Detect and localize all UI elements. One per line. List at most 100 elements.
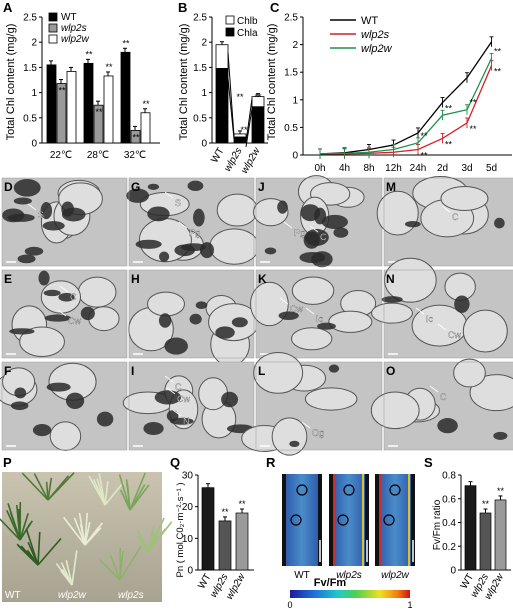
panel-c-x-axis: 0h 4h 8h 12h 24h 2d 3d 5d [314,163,497,174]
panel-a-y-axis: 0 0.5 1 1.5 2 2.5 [23,13,42,150]
photo-label-wlp2s: wlp2s [118,590,144,601]
legend-label: Chla [237,28,258,39]
panel-s-ylabel: Fv/Fm ratio [432,499,443,550]
chloroplast [166,410,179,422]
panel-q-y-axis: 0 10 20 30 [182,471,198,577]
cell-vacuole [19,326,65,357]
measurement-roi [296,484,308,496]
image-label: wlp2w [381,570,410,581]
panel-r: R WT wlp2s wlp2w Fv/Fm 0 1 [266,455,415,610]
legend-swatch [225,27,235,37]
legend-label: wlp2w [61,34,90,45]
bar [464,485,477,571]
legend-label: WT [61,12,77,23]
chloroplast [43,289,61,297]
leaf-blade [65,560,73,586]
micrograph-annotation: Pg [189,228,200,238]
image-label: wlp2s [336,570,362,581]
bar-chla [233,136,247,144]
leaf-blade [37,532,41,566]
chloroplast [333,227,349,238]
micrograph-e: E C Cw [1,269,128,359]
leaf-blade [84,526,100,546]
bar [140,112,151,144]
bar-chla [251,106,265,144]
chloroplast [42,221,65,231]
micrograph-border [383,177,513,267]
y-tick-label: 1.5 [284,68,298,79]
annotation-arrow [437,323,447,331]
panel-label-q: Q [170,455,180,470]
annotation-arrow [305,307,315,315]
panel-label-g: G [131,180,140,194]
bar-chla [215,68,229,144]
x-tick-label: 2d [437,163,448,174]
panel-a-x-axis: 22℃ 28℃ 32℃ [50,150,146,161]
panel-label-c: C [270,0,280,15]
micrograph-annotation: Ic [426,314,434,324]
chloroplast [96,411,114,427]
bar [66,71,77,144]
leaf-blade [79,524,86,546]
series-line [319,58,493,155]
cell-vacuole [291,327,333,351]
y-tick-label: 2 [31,38,37,49]
y-tick-label: 0.5 [23,113,37,124]
chloroplast [193,208,205,227]
annotation-arrow [164,191,174,199]
cell-vacuole [77,276,117,308]
micrograph-annotation: C [440,392,447,402]
significance-mark: ** [494,67,502,77]
leaf-blade [47,475,70,501]
cell-vacuole [271,417,308,456]
panel-b-bars: ** ** ** ** [215,41,265,148]
leaf-blade [119,545,142,581]
y-tick-label: 0.4 [442,518,456,529]
panel-c-y-axis: 0 0.5 1 1.5 2 2.5 [284,13,303,162]
x-tick-label: wlp2w [239,145,263,175]
significance-mark: ** [85,49,93,59]
leaf-blade [55,562,73,586]
leaf-blade [19,523,31,541]
leaf-blade [104,481,124,506]
chloroplast [494,217,505,229]
significance-mark: ** [469,124,477,134]
panel-label-r: R [266,455,276,470]
chloroplast [17,254,36,264]
y-tick-label: 2.5 [23,13,37,24]
x-tick-label: 12h [385,163,402,174]
cell-vacuole [291,276,335,305]
y-tick-label: 1.5 [193,63,207,74]
cell-vacuole [370,391,420,430]
chloroplast [311,251,333,268]
significance-mark: ** [254,92,262,102]
panel-label-i: I [131,364,134,378]
micrograph-annotation: C [70,292,77,302]
y-tick-label: 10 [182,534,194,545]
connector-line [227,52,235,136]
cell-vacuole [146,291,185,317]
panel-label-j: J [258,180,265,194]
bar [103,75,114,144]
panel-c: C Total Chl content (mg/g) 00.511.522.5 … [266,0,512,174]
bar [235,512,249,571]
cell-vacuole [462,309,508,353]
panel-s-y-axis: 0 0.2 0.4 0.6 0.8 [442,471,461,577]
significance-mark: ** [238,499,246,509]
chloroplast [24,246,44,256]
significance-mark: ** [132,132,140,142]
legend-swatch [48,12,58,22]
y-tick-label: 0.5 [193,113,207,124]
panel-c-lines: ** ** ** ** ** ** ** ** [318,36,502,160]
legend-label: wlp2s [361,29,390,41]
chloroplast [304,228,329,246]
leaf-blade [147,531,155,553]
chloroplast [147,183,160,190]
micrograph-annotation: Cw [290,304,303,314]
seedling-tufts [0,472,173,586]
x-tick-label: WT [209,146,226,165]
annotation-arrow [27,203,37,211]
chloroplast [10,401,29,411]
